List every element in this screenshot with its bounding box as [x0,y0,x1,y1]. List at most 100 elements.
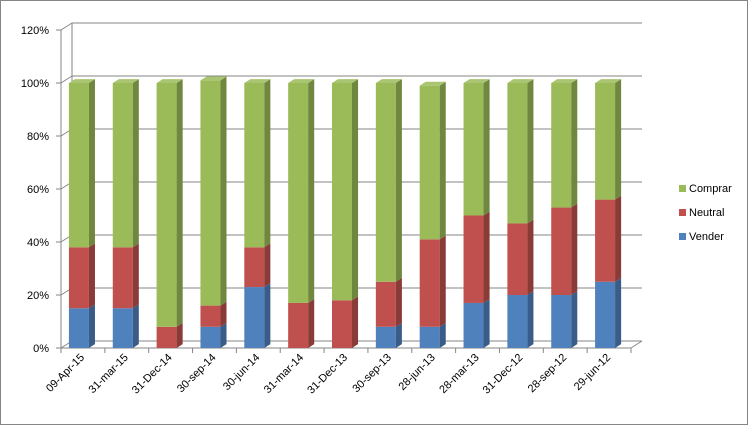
bar-comprar-front [112,83,133,248]
bar-comprar-side [483,79,490,216]
bar-comprar-side [132,79,139,248]
bar-comprar-front [288,83,309,303]
bar-vender-front [507,295,528,348]
bar-comprar-front [595,83,616,200]
bar-vender-side [220,322,227,348]
x-tick-label: 29-jun-12 [572,352,613,393]
bar-vender-front [419,326,440,348]
bar-top [463,79,490,83]
y-tick-label: 20% [27,290,49,302]
x-tick-label: 30-sep-14 [175,352,219,396]
bar-top [200,76,227,81]
bar-vender-front [463,302,484,348]
bar-neutral-front [375,281,396,327]
bar-neutral-front [463,215,484,303]
bar-neutral-side [88,243,95,309]
bar-neutral-front [419,239,440,327]
bar-neutral-side [264,243,271,288]
bar-top [419,81,446,86]
gridline-side [60,75,73,84]
x-tick-label: 31-Dec-13 [305,352,350,397]
bar-top [112,79,139,83]
bar-top [288,79,315,83]
bar-vender-side [527,291,534,348]
bar-top [375,79,402,83]
bar-vender-front [68,308,89,348]
bar-comprar-side [88,79,95,248]
bar-vender-side [571,291,578,348]
gridline-side [60,22,73,31]
bar-neutral-front [332,300,352,348]
x-tick-label: 09-Apr-15 [44,352,87,395]
bar-comprar-side [527,79,534,224]
bar-vender-side [439,322,446,348]
bar-comprar-side [308,79,315,303]
bar-comprar-front [68,83,89,248]
bar-neutral-front [200,305,221,327]
bar-neutral-side [571,203,578,295]
x-tick-label: 30-jun-14 [221,352,262,393]
bar-comprar-side [264,79,271,248]
legend-label-comprar: Comprar [689,183,732,195]
legend-swatch-neutral [679,209,686,216]
bar-neutral-side [176,322,183,348]
bar-vender-side [483,299,490,348]
legend-swatch-comprar [679,185,686,192]
legend-swatch-vender [679,233,686,240]
bar-vender-side [264,283,271,348]
legend-label-neutral: Neutral [689,207,724,219]
y-tick-label: 80% [27,131,49,143]
bar-vender-front [112,308,133,348]
bar-vender-front [551,295,572,348]
bar-comprar-side [176,79,183,327]
bar-comprar-front [375,83,396,282]
bar-vender-side [395,322,402,348]
bar-top [332,79,359,83]
bar-vender-front [244,287,265,348]
y-tick-label: 60% [27,184,49,196]
bar-neutral-side [132,243,139,309]
x-tick-label: 31-mar-15 [87,352,131,396]
bar-neutral-front [68,247,89,309]
bar-comprar-side [439,81,446,240]
bar-vender-front [200,326,221,348]
bar-comprar-side [395,79,402,282]
bar-top [244,79,271,83]
y-tick-label: 120% [21,25,49,37]
x-tick-label: 30-sep-13 [350,352,394,396]
bar-comprar-side [615,79,622,200]
bar-comprar-front [463,83,484,216]
y-tick-label: 0% [33,343,49,355]
bar-comprar-front [507,83,528,224]
bar-comprar-side [220,76,227,306]
bar-neutral-front [507,223,528,295]
bar-neutral-side [395,277,402,327]
bar-comprar-side [571,79,578,208]
bar-top [156,79,183,83]
bar-neutral-side [527,219,534,295]
bar-top [595,79,622,83]
bar-comprar-front [419,85,440,240]
y-tick-label: 40% [27,237,49,249]
floor-edge [630,340,643,349]
bar-top [507,79,534,83]
bar-neutral-side [220,301,227,327]
bar-neutral-side [439,235,446,327]
bar-neutral-front [595,199,616,282]
bar-vender-front [375,326,396,348]
bar-comprar-front [156,83,177,327]
bar-neutral-front [244,247,265,288]
bar-neutral-front [551,207,572,295]
x-tick-label: 28-sep-12 [526,352,570,396]
bar-neutral-side [308,299,315,348]
x-tick-label: 31-Dec-12 [481,352,526,397]
bar-vender-side [132,304,139,348]
x-tick-label: 28-jun-13 [396,352,437,393]
bar-comprar-side [352,79,359,301]
bar-neutral-side [352,296,359,348]
bar-neutral-side [615,195,622,282]
bar-vender-front [595,281,616,348]
x-tick-label: 31-Dec-14 [130,352,175,397]
